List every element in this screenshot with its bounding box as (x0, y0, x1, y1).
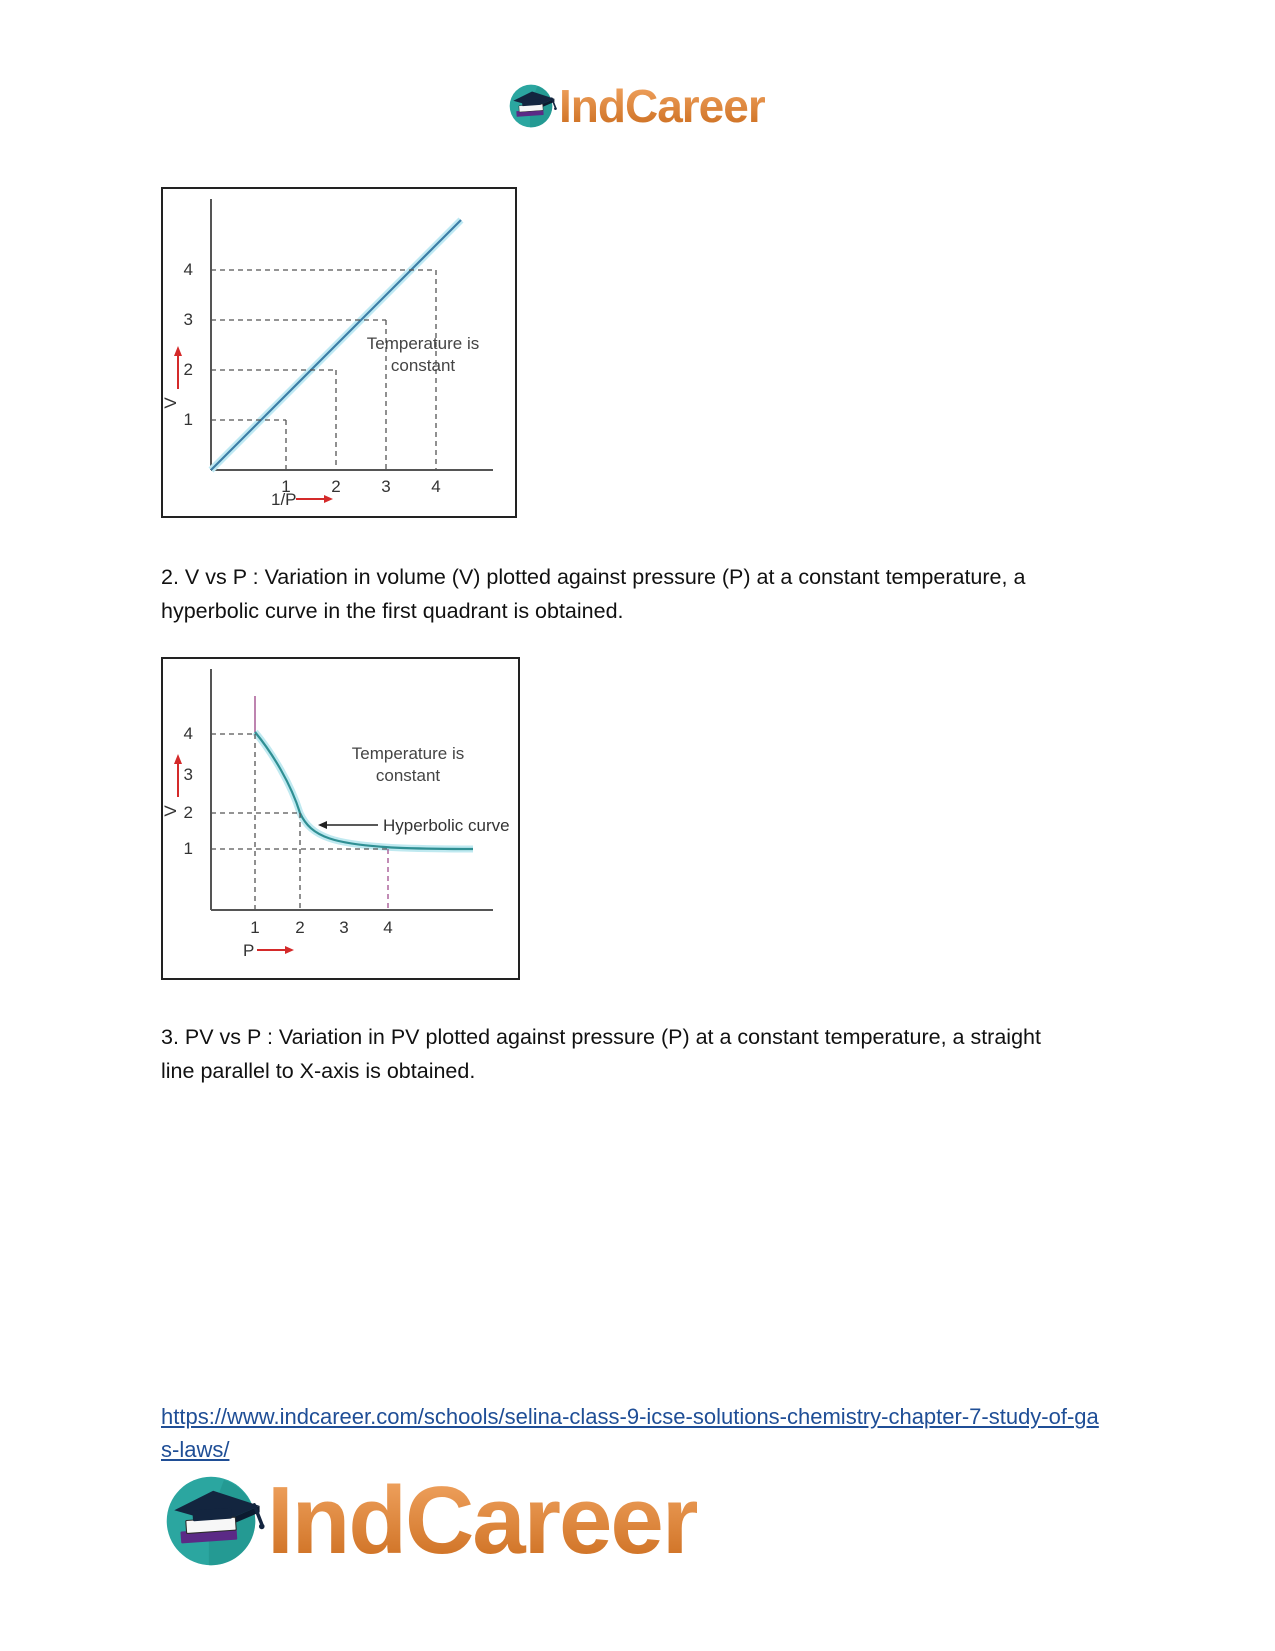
svg-text:1/P: 1/P (271, 490, 297, 509)
svg-text:4: 4 (431, 477, 440, 496)
svg-text:1: 1 (184, 839, 193, 858)
svg-text:P: P (243, 941, 254, 960)
svg-text:Hyperbolic curve: Hyperbolic curve (383, 816, 510, 835)
svg-text:2: 2 (331, 477, 340, 496)
svg-text:constant: constant (391, 356, 456, 375)
svg-text:2: 2 (295, 918, 304, 937)
svg-text:3: 3 (339, 918, 348, 937)
svg-text:2: 2 (184, 360, 193, 379)
svg-text:4: 4 (184, 260, 193, 279)
svg-text:constant: constant (376, 766, 441, 785)
svg-text:4: 4 (184, 724, 193, 743)
svg-text:V: V (163, 397, 180, 409)
svg-text:4: 4 (383, 918, 392, 937)
svg-text:3: 3 (184, 765, 193, 784)
svg-text:Temperature is: Temperature is (352, 744, 464, 763)
svg-text:3: 3 (381, 477, 390, 496)
svg-text:V: V (163, 805, 180, 817)
svg-text:Temperature is: Temperature is (367, 334, 479, 353)
svg-text:1: 1 (250, 918, 259, 937)
svg-text:2: 2 (184, 803, 193, 822)
svg-text:3: 3 (184, 310, 193, 329)
svg-text:1: 1 (184, 410, 193, 429)
